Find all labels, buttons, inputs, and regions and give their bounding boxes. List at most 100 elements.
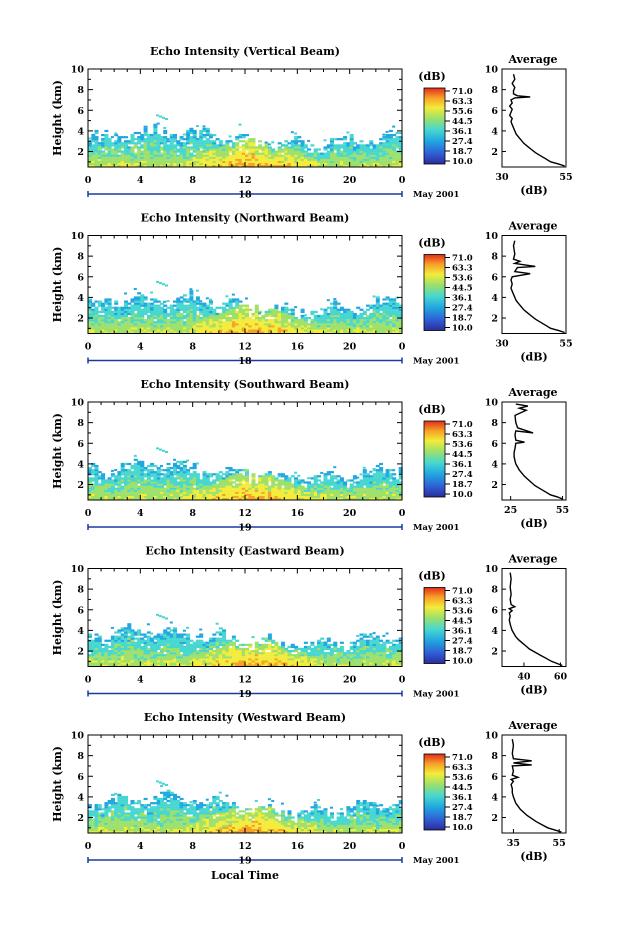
- heatmap-cell: [166, 654, 171, 657]
- heatmap-cell: [114, 647, 119, 651]
- heatmap-cell: [120, 314, 125, 318]
- heatmap-cell: [392, 156, 397, 159]
- heatmap-cell: [343, 158, 348, 161]
- heatmap-cell: [225, 658, 230, 661]
- heatmap-cell: [110, 481, 115, 484]
- heatmap-cell: [392, 134, 397, 137]
- heatmap-cell: [267, 158, 272, 161]
- heatmap-cell: [274, 331, 279, 334]
- heatmap-cell: [317, 162, 321, 166]
- heatmap-cell: [274, 308, 279, 311]
- heatmap-cell: [91, 138, 96, 141]
- heatmap-cell: [362, 319, 367, 322]
- heatmap-cell: [258, 487, 263, 490]
- heatmap-cell: [362, 150, 367, 153]
- heatmap-cell: [140, 473, 145, 476]
- heatmap-cell: [264, 310, 269, 313]
- heatmap-cell: [294, 158, 299, 161]
- heatmap-cell: [88, 304, 92, 307]
- heatmap-cell: [388, 487, 393, 490]
- heatmap-cell: [297, 485, 302, 488]
- heatmap-cell: [192, 154, 197, 157]
- heatmap-cell: [330, 471, 334, 474]
- heatmap-cell: [202, 471, 207, 474]
- heatmap-cell: [91, 146, 96, 149]
- heatmap-cell: [382, 138, 387, 141]
- heatmap-cell: [153, 152, 158, 155]
- heatmap-cell: [156, 662, 161, 665]
- heatmap-cell: [173, 458, 176, 461]
- heatmap-cell: [277, 331, 282, 334]
- heatmap-cell: [146, 140, 151, 143]
- heatmap-cell: [97, 641, 102, 644]
- heatmap-cell: [212, 641, 217, 644]
- heatmap-cell: [195, 497, 200, 501]
- heatmap-cell: [258, 321, 263, 324]
- heatmap-cell: [392, 148, 397, 151]
- heatmap-cell: [104, 497, 109, 501]
- heatmap-cell: [258, 156, 263, 159]
- heatmap-cell: [225, 485, 230, 488]
- heatmap-cell: [231, 306, 236, 309]
- heatmap-cell: [124, 162, 128, 166]
- heatmap-cell: [150, 632, 154, 635]
- heatmap-cell: [150, 164, 155, 168]
- heatmap-cell: [189, 308, 194, 311]
- heatmap-cell: [199, 160, 204, 163]
- heatmap-cell: [303, 493, 308, 496]
- heatmap-cell: [163, 629, 168, 632]
- heatmap-cell: [313, 497, 318, 501]
- heatmap-cell: [261, 156, 266, 159]
- heatmap-cell: [352, 327, 357, 330]
- heatmap-cell: [330, 487, 334, 490]
- heatmap-cell: [186, 306, 191, 309]
- heatmap-cell: [163, 329, 168, 332]
- heatmap-cell: [199, 483, 204, 486]
- heatmap-cell: [176, 473, 181, 476]
- heatmap-cell: [254, 656, 259, 659]
- heatmap-cell: [146, 647, 151, 651]
- heatmap-cell: [281, 497, 285, 501]
- heatmap-cell: [101, 140, 106, 143]
- heatmap-cell: [179, 144, 184, 147]
- heatmap-cell: [156, 331, 161, 334]
- profile-y-tick-label: 6: [491, 106, 498, 117]
- heatmap-cell: [137, 142, 142, 145]
- heatmap-cell: [222, 643, 227, 646]
- heatmap-cell: [248, 321, 253, 324]
- heatmap-cell: [127, 483, 132, 486]
- heatmap-cell: [209, 323, 213, 326]
- heatmap-cell: [88, 146, 92, 149]
- heatmap-cell: [97, 160, 102, 163]
- heatmap-cell: [173, 469, 177, 472]
- heatmap-cell: [97, 304, 102, 307]
- heatmap-cell: [163, 136, 168, 139]
- heatmap-cell: [330, 497, 334, 501]
- heatmap-cell: [349, 160, 354, 163]
- heatmap-cell: [369, 154, 374, 157]
- heatmap-cell: [189, 148, 194, 151]
- heatmap-cell: [176, 647, 181, 651]
- heatmap-cell: [124, 462, 128, 466]
- heatmap-cell: [189, 329, 194, 332]
- heatmap-cell: [251, 156, 256, 159]
- heatmap-cell: [209, 302, 213, 305]
- heatmap-cell: [323, 312, 328, 316]
- heatmap-cell: [349, 156, 354, 159]
- heatmap-cell: [133, 327, 138, 330]
- heatmap-cell: [372, 485, 377, 488]
- heatmap-cell: [258, 662, 263, 665]
- heatmap-cell: [199, 658, 204, 661]
- heatmap-cell: [215, 323, 220, 326]
- heatmap-cell: [150, 650, 155, 653]
- heatmap-cell: [231, 650, 236, 653]
- heatmap-cell: [231, 473, 236, 476]
- heatmap-cell: [140, 138, 145, 141]
- heatmap-cell: [124, 308, 128, 311]
- heatmap-cell: [101, 481, 106, 484]
- heatmap-cell: [130, 639, 135, 642]
- heatmap-cell: [290, 140, 295, 143]
- heatmap-cell: [101, 314, 106, 318]
- heatmap-cell: [218, 489, 223, 492]
